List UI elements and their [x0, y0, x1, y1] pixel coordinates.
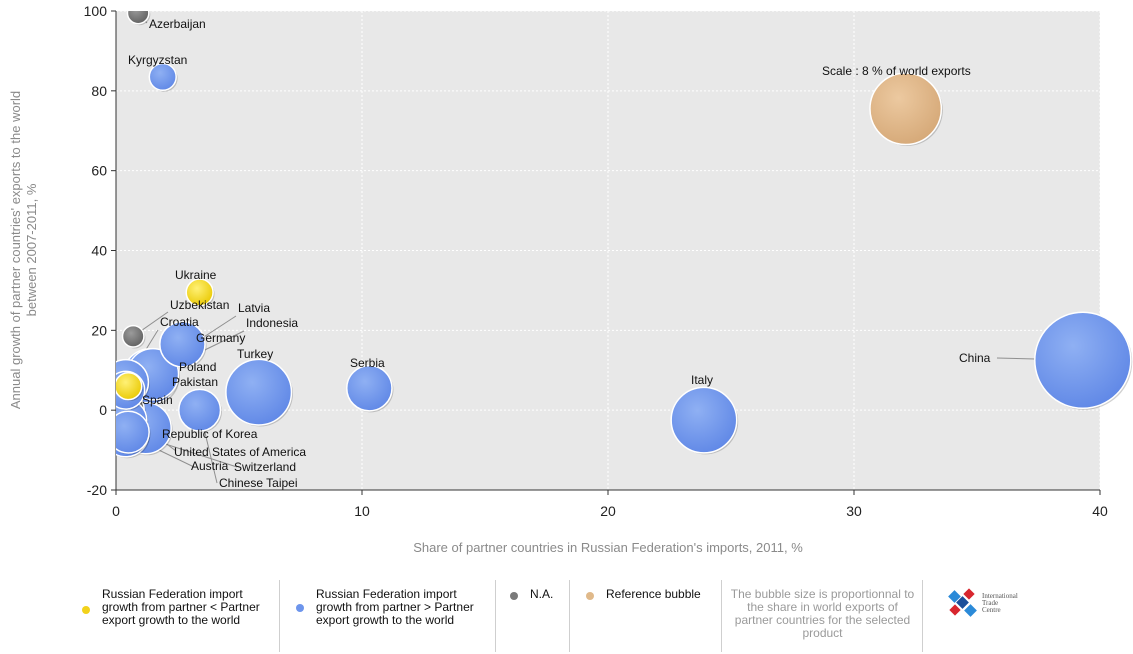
bubble-label-ukraine: Ukraine — [175, 268, 217, 282]
bubble-label-spain: Spain — [142, 393, 173, 407]
bubble-label-croatia: Croatia — [160, 315, 199, 329]
legend-label-greater: Russian Federation import growth from pa… — [316, 587, 474, 627]
bubble-azerbaijan[interactable] — [126, 2, 150, 25]
axes: -20 0 20 40 60 80 100 0 10 20 30 40 — [84, 3, 1108, 519]
bubble-label-italy: Italy — [691, 373, 713, 387]
bubbles — [107, 2, 1133, 459]
y-tick-label: 100 — [84, 3, 108, 19]
x-axis-title: Share of partner countries in Russian Fe… — [413, 540, 803, 555]
itc-logo-icon — [948, 588, 977, 617]
legend-label-less: Russian Federation import growth from pa… — [102, 587, 260, 627]
itc-logo-line2: Trade — [982, 598, 999, 607]
y-axis-title: Annual growth of partner countries' expo… — [8, 91, 39, 409]
legend-item-na: N.A. — [496, 580, 570, 652]
bubble-label-latvia: Latvia — [238, 301, 270, 315]
bubble-label-uzbekistan: Uzbekistan — [170, 298, 229, 312]
bubble-label-azerbaijan: Azerbaijan — [149, 17, 206, 31]
y-tick-label: 80 — [91, 83, 107, 99]
bubble-kyrgyzstan[interactable] — [148, 62, 177, 92]
reference-bubble[interactable] — [869, 72, 943, 146]
bubble-label-serbia: Serbia — [350, 356, 385, 370]
bubble-switzerland[interactable] — [107, 410, 150, 454]
bubble-china[interactable] — [1034, 311, 1132, 410]
tan-dot-icon — [586, 592, 594, 600]
bubble-label-china: China — [959, 351, 991, 365]
bubble-chinese-taipei[interactable] — [178, 388, 222, 432]
y-axis-title-line1: Annual growth of partner countries' expo… — [8, 91, 23, 409]
bubble-germany[interactable] — [159, 320, 206, 368]
legend-item-reference: Reference bubble — [570, 580, 722, 652]
itc-logo-line1: International — [982, 591, 1018, 600]
bubble-label-pakistan: Pakistan — [172, 375, 218, 389]
bubble-label-republic-of-korea: Republic of Korea — [162, 427, 258, 441]
y-tick-label: -20 — [87, 482, 107, 498]
yellow-dot-icon — [82, 606, 90, 614]
blue-dot-icon — [296, 604, 304, 612]
reference-bubble-label: Scale : 8 % of world exports — [822, 64, 971, 78]
bubble-label-chinese-taipei: Chinese Taipei — [219, 476, 298, 490]
bubble-label-poland: Poland — [179, 360, 216, 374]
legend-item-greater: Russian Federation import growth from pa… — [280, 580, 496, 652]
legend: Russian Federation import growth from pa… — [70, 580, 923, 652]
legend-label-na: N.A. — [530, 587, 554, 601]
legend-item-less: Russian Federation import growth from pa… — [70, 580, 280, 652]
y-tick-label: 60 — [91, 163, 107, 179]
bubble-serbia[interactable] — [346, 364, 393, 412]
bubble-labels: China Turkey Italy Indonesia Poland United St… — [128, 17, 991, 490]
bubble-chart: -20 0 20 40 60 80 100 0 10 20 30 40 China Turkey Ital… — [8, 2, 1133, 555]
y-tick-label: 40 — [91, 243, 107, 259]
y-tick-label: 20 — [91, 322, 107, 338]
legend-note: The bubble size is proportionnal to the … — [722, 580, 923, 652]
itc-logo-line3: Centre — [982, 605, 1001, 614]
x-tick-label: 40 — [1092, 503, 1108, 519]
itc-logo-text: International Trade Centre — [982, 591, 1018, 614]
bubble-latvia[interactable] — [115, 372, 143, 401]
bubble-label-united-states-of-america: United States of America — [174, 445, 306, 459]
bubble-label-turkey: Turkey — [237, 347, 273, 361]
bubble-uzbekistan[interactable] — [121, 324, 145, 348]
x-tick-label: 0 — [112, 503, 120, 519]
bubble-ukraine[interactable] — [185, 278, 214, 307]
x-tick-label: 10 — [354, 503, 370, 519]
bubble-turkey[interactable] — [225, 358, 293, 426]
x-tick-label: 20 — [600, 503, 616, 519]
legend-label-reference: Reference bubble — [606, 587, 701, 601]
legend-note-text: The bubble size is proportionnal to the … — [730, 587, 915, 640]
bubble-label-indonesia: Indonesia — [246, 316, 298, 330]
x-tick-label: 30 — [846, 503, 862, 519]
bubble-label-switzerland: Switzerland — [234, 460, 296, 474]
bubble-italy[interactable] — [670, 386, 738, 454]
itc-logo: International Trade Centre — [948, 588, 1018, 618]
bubble-label-austria: Austria — [191, 459, 229, 473]
y-tick-label: 0 — [99, 402, 107, 418]
gray-dot-icon — [510, 592, 518, 600]
bubble-label-germany: Germany — [196, 331, 245, 345]
y-axis-title-line2: between 2007-2011, % — [24, 183, 39, 316]
bubble-label-kyrgyzstan: Kyrgyzstan — [128, 53, 187, 67]
